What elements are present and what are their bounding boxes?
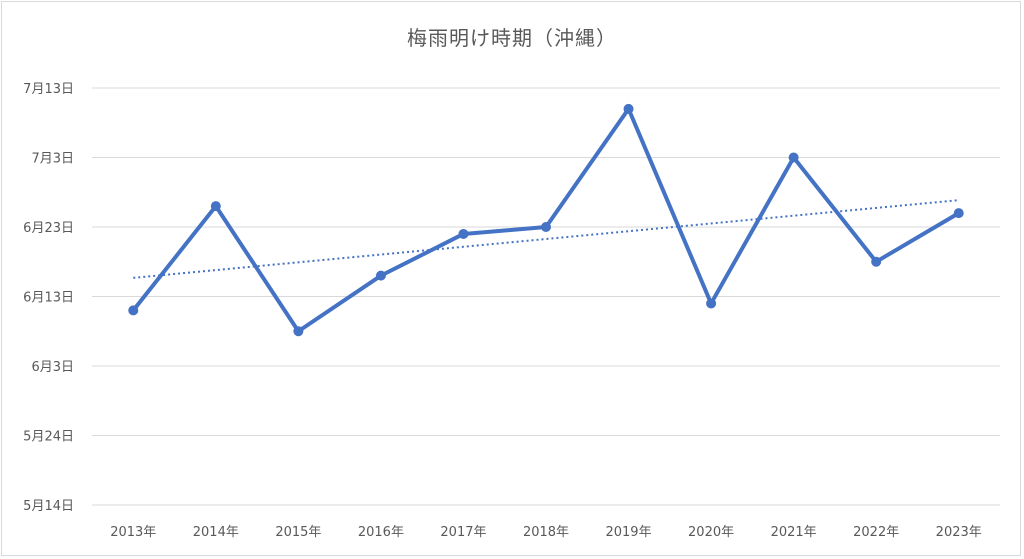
x-tick-label: 2022年 <box>853 525 899 540</box>
trendline <box>133 199 959 279</box>
chart-title: 梅雨明け時期（沖縄） <box>407 26 617 50</box>
series-line <box>131 106 960 334</box>
x-tick-label: 2014年 <box>193 525 239 540</box>
series-layer <box>128 103 964 337</box>
x-tick-label: 2013年 <box>110 525 156 540</box>
data-point <box>706 298 717 309</box>
y-tick-label: 5月24日 <box>23 430 74 445</box>
y-tick-label: 6月3日 <box>31 360 74 375</box>
x-tick-label: 2019年 <box>605 525 651 540</box>
data-point <box>210 201 221 212</box>
data-point <box>293 326 304 337</box>
gridlines <box>92 87 1000 506</box>
x-axis-tick-labels: 2013年 2014年 2015年 2016年 2017年 2018年 2019年 2020年… <box>110 525 982 540</box>
y-tick-label: 6月13日 <box>23 291 74 306</box>
data-point <box>623 103 634 114</box>
trendline-layer <box>133 199 959 279</box>
data-point <box>953 208 964 219</box>
data-point <box>871 256 882 267</box>
data-point <box>128 305 139 316</box>
data-point <box>458 228 469 239</box>
x-tick-label: 2020年 <box>688 525 734 540</box>
data-point <box>375 270 386 281</box>
x-tick-label: 2017年 <box>440 525 486 540</box>
x-tick-label: 2018年 <box>523 525 569 540</box>
x-tick-label: 2015年 <box>275 525 321 540</box>
y-axis-tick-labels: 5月14日 5月24日 6月3日 6月13日 6月23日 7月3日 7月13日 <box>23 82 74 514</box>
y-tick-label: 7月3日 <box>31 152 74 167</box>
data-point <box>788 152 799 163</box>
y-tick-label: 6月23日 <box>23 221 74 236</box>
x-tick-label: 2023年 <box>936 525 982 540</box>
x-tick-label: 2021年 <box>771 525 817 540</box>
y-tick-label: 7月13日 <box>23 82 74 97</box>
x-tick-label: 2016年 <box>358 525 404 540</box>
data-point <box>541 222 551 232</box>
y-tick-label: 5月14日 <box>23 499 74 514</box>
